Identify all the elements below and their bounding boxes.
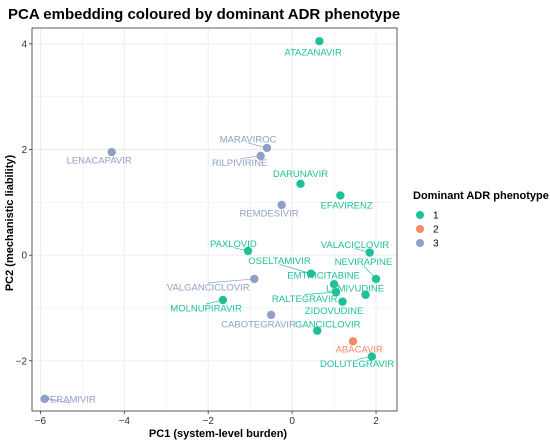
y-tick-label: 2 bbox=[21, 145, 27, 156]
data-point bbox=[361, 290, 370, 299]
data-points bbox=[40, 37, 381, 404]
data-point-label: ATAZANAVIR bbox=[284, 47, 342, 58]
chart-title: PCA embedding coloured by dominant ADR p… bbox=[8, 6, 400, 23]
data-point-label: RALTEGRAVIR bbox=[272, 294, 338, 305]
grid bbox=[32, 28, 397, 411]
data-point bbox=[296, 179, 305, 189]
x-tick-label: −4 bbox=[119, 416, 131, 427]
data-labels: ATAZANAVIR LENACAPAVIR MARAVIROC RILPIVIRIN… bbox=[44, 47, 395, 405]
data-point-label: EFAVIRENZ bbox=[321, 200, 373, 211]
legend-label: 3 bbox=[433, 239, 439, 250]
plot-panel bbox=[32, 28, 397, 411]
data-point bbox=[40, 394, 49, 404]
legend-label: 1 bbox=[433, 211, 439, 222]
data-point bbox=[371, 274, 381, 284]
legend-key bbox=[416, 239, 424, 247]
data-point-label: CABOTEGRAVIR bbox=[221, 319, 296, 330]
y-tick-label: 0 bbox=[21, 251, 27, 262]
legend-entries: 1 2 3 bbox=[416, 211, 439, 250]
x-axis-title: PC1 (system-level burden) bbox=[149, 428, 287, 440]
data-point-label: VALACICLOVIR bbox=[321, 240, 390, 251]
data-point bbox=[250, 274, 259, 284]
plot-border bbox=[31, 27, 398, 412]
data-point-label: LENACAPAVIR bbox=[67, 156, 132, 167]
data-point-label: MARAVIROC bbox=[220, 134, 277, 145]
data-point bbox=[262, 143, 272, 153]
data-point-label: REMDESIVIR bbox=[239, 208, 298, 219]
label-leader-line bbox=[44, 398, 70, 404]
y-axis-ticks: −2 0 2 4 bbox=[16, 39, 32, 367]
data-point bbox=[107, 147, 116, 157]
label-leader-line bbox=[279, 264, 312, 274]
data-point bbox=[315, 37, 324, 46]
data-point-label: LAMIVUDINE bbox=[326, 283, 384, 294]
y-tick-label: 4 bbox=[21, 39, 27, 50]
data-point bbox=[277, 200, 286, 210]
data-point-label: OSELTAMIVIR bbox=[248, 256, 311, 267]
data-point bbox=[367, 352, 377, 361]
data-point-label: MOLNUPIRAVIR bbox=[170, 303, 242, 314]
label-leader-line bbox=[304, 291, 337, 295]
data-point bbox=[338, 297, 347, 306]
legend-key bbox=[416, 211, 424, 219]
data-point bbox=[331, 287, 341, 297]
legend: Dominant ADR phenotype 1 2 3 bbox=[413, 190, 549, 250]
data-point-label: EMTRICITABINE bbox=[287, 271, 360, 282]
x-axis-ticks: −6 −4 −2 0 2 bbox=[35, 411, 379, 427]
x-tick-label: −2 bbox=[203, 416, 215, 427]
data-point-label: ABACAVIR bbox=[336, 345, 383, 356]
data-point bbox=[243, 246, 253, 256]
legend-label: 2 bbox=[433, 225, 439, 236]
data-point bbox=[329, 280, 339, 289]
label-leader-line bbox=[208, 278, 255, 284]
data-point bbox=[336, 191, 345, 200]
plot-area: −6 −4 −2 0 2 −2 0 2 4 ATAZANAVIR LENACAPAVIR MARA… bbox=[16, 27, 398, 427]
data-point-label: RILPIVIRINE bbox=[212, 158, 267, 169]
data-point-label: DARUNAVIR bbox=[273, 169, 328, 180]
legend-title: Dominant ADR phenotype bbox=[413, 190, 549, 202]
data-point-label: PAXLOVID bbox=[210, 239, 257, 250]
y-axis-title: PC2 (mechanistic liability) bbox=[4, 155, 16, 292]
y-tick-label: −2 bbox=[16, 356, 28, 367]
data-point bbox=[266, 310, 276, 320]
data-point bbox=[348, 337, 358, 346]
legend-key bbox=[416, 225, 424, 233]
x-tick-label: 2 bbox=[373, 416, 379, 427]
data-point-label: NEVIRAPINE bbox=[335, 257, 393, 268]
data-point bbox=[218, 295, 228, 305]
data-point-label: DOLUTEGRAVIR bbox=[320, 359, 394, 370]
data-point-label: ZIDOVUDINE bbox=[305, 306, 364, 317]
x-tick-label: 0 bbox=[289, 416, 295, 427]
data-point-label: VALGANCICLOVIR bbox=[167, 282, 250, 293]
data-point-label: PERAMIVIR bbox=[44, 394, 96, 405]
data-point bbox=[365, 248, 374, 257]
x-tick-label: −6 bbox=[35, 416, 47, 427]
data-point bbox=[306, 269, 316, 278]
data-point bbox=[256, 151, 265, 161]
data-point-label: GANCICLOVIR bbox=[295, 319, 361, 330]
data-point bbox=[313, 326, 322, 335]
